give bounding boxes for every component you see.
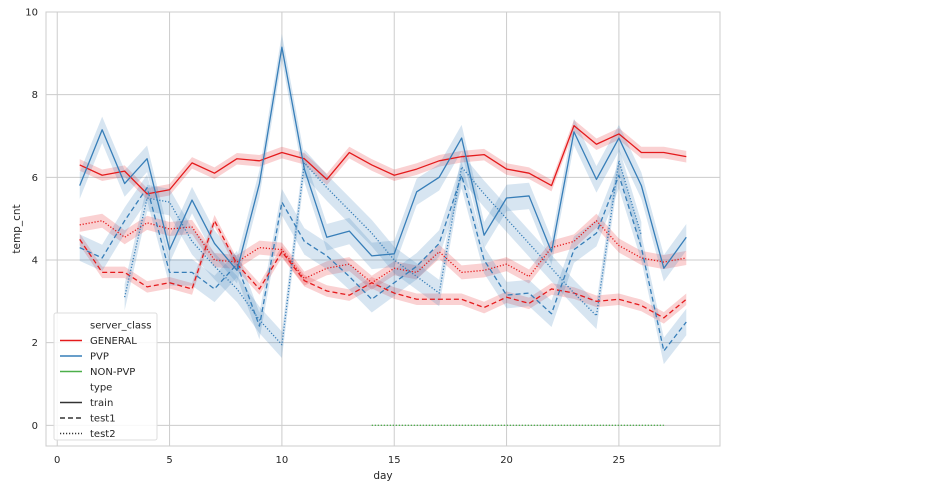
legend-label: test1: [90, 414, 116, 425]
series-pvp-train: [79, 46, 687, 271]
x-tick-label: 0: [54, 455, 60, 466]
x-axis-label: day: [373, 470, 392, 482]
legend-title-server-class: server_class: [90, 321, 151, 332]
y-axis-label: temp_cnt: [11, 204, 23, 253]
band-general-test1: [79, 214, 687, 324]
x-tick-label: 10: [276, 455, 289, 466]
x-tick-label: 20: [500, 455, 513, 466]
legend-label: PVP: [90, 352, 109, 363]
plot-frame: [45, 11, 721, 447]
x-tick-label: 15: [388, 455, 401, 466]
x-tick-label: 5: [166, 455, 172, 466]
band-pvp-train: [79, 33, 687, 284]
x-tick-labels: 0 5 10 15 20 25: [54, 455, 625, 466]
y-tick-label: 0: [32, 421, 38, 432]
y-tick-label: 10: [25, 8, 38, 19]
legend-label: NON-PVP: [90, 367, 135, 378]
series-lines: [79, 46, 687, 426]
y-tick-label: 4: [32, 256, 38, 267]
series-general-test2: [79, 220, 687, 284]
band-pvp-test2: [124, 147, 642, 358]
legend-label: train: [90, 398, 113, 409]
y-tick-labels: 0 2 4 6 8 10: [25, 8, 38, 432]
legend-box: [53, 312, 158, 441]
series-general-test1: [79, 220, 687, 319]
y-tick-label: 8: [32, 90, 38, 101]
legend-title-type: type: [90, 383, 112, 394]
band-general-test2: [79, 213, 687, 290]
legend: server_class GENERAL PVP NON-PVP type train te…: [53, 312, 158, 441]
series-pvp-test1: [79, 174, 687, 352]
series-general-train: [79, 125, 687, 195]
legend-label: GENERAL: [90, 336, 137, 347]
x-tick-label: 25: [613, 455, 626, 466]
band-general-train: [79, 119, 687, 200]
y-tick-label: 6: [32, 173, 38, 184]
legend-label: test2: [90, 429, 116, 440]
confidence-bands: [79, 33, 687, 365]
y-tick-label: 2: [32, 338, 38, 349]
band-pvp-test1: [79, 162, 687, 365]
